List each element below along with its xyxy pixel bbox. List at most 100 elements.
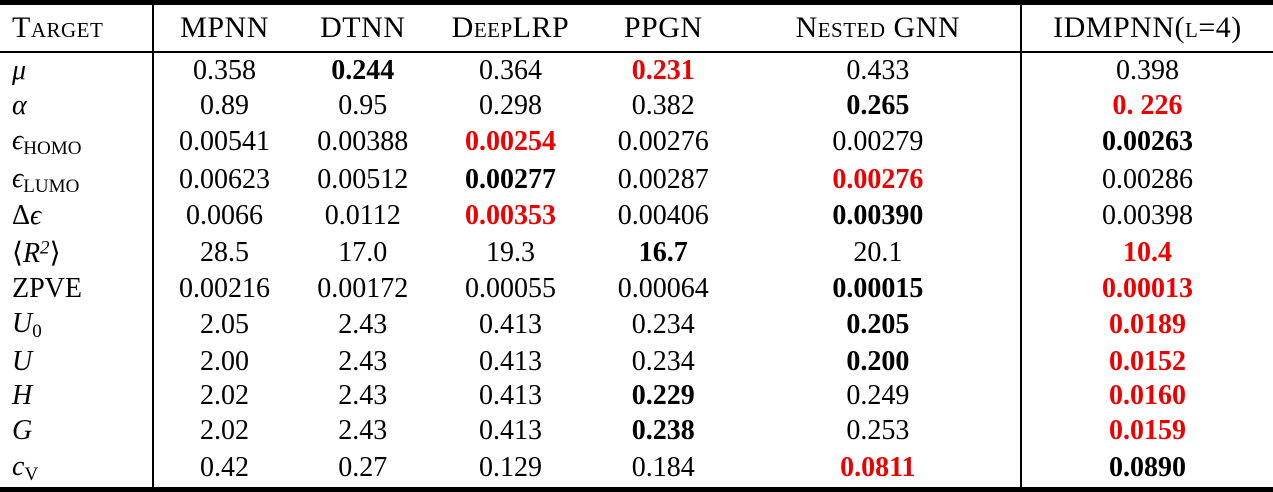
col-header-deeplrp: DeepLRP [430, 5, 591, 53]
col-header-target: Target [0, 5, 153, 53]
col-header-ppgn: PPGN [590, 5, 736, 53]
target-prefix: ⟨ [12, 237, 23, 269]
value-cell: 2.02 [151, 379, 296, 414]
target-label: U0 [0, 306, 153, 344]
value-cell: 0.413 [478, 345, 542, 377]
value-cell: 0.0066 [151, 198, 296, 234]
value-cell: 0.0152 [1019, 344, 1273, 379]
value-cell: 17.0 [338, 236, 388, 268]
target-label: ϵHOMO [0, 123, 153, 161]
value-cell: 0.00541 [151, 123, 296, 161]
table-row: U 2.00 2.43 0.413 0.234 0.200 0.0152 [0, 344, 1273, 379]
value-cell: 0.00390 [832, 200, 924, 232]
value-cell: 0.00512 [317, 163, 409, 195]
value-cell: 19.3 [485, 236, 535, 268]
col-header-dtnn: DTNN [295, 5, 431, 53]
header-row: Target MPNN DTNN DeepLRP PPGN Nested GNN… [0, 5, 1273, 53]
value-cell: 0.0811 [840, 451, 916, 483]
value-cell: 0.0189 [1019, 306, 1273, 345]
value-cell: 0.00286 [1019, 161, 1273, 199]
value-cell: 0.95 [338, 89, 388, 121]
value-cell: 2.43 [338, 345, 388, 377]
value-cell: 0.00388 [317, 126, 409, 158]
value-cell: 0.00064 [617, 272, 709, 304]
target-label: α [0, 88, 153, 123]
table-row: ϵLUMO 0.00623 0.00512 0.00277 0.00287 0.00276… [0, 161, 1273, 199]
target-symbol: ϵ [30, 200, 42, 232]
col-header-nested-gnn: Nested GNN [735, 5, 1021, 53]
value-cell: 0.42 [151, 448, 296, 487]
table-row: G 2.02 2.43 0.413 0.238 0.253 0.0159 [0, 413, 1273, 449]
value-cell: 0.00172 [317, 272, 409, 304]
target-subscript: 0 [32, 320, 42, 342]
target-label: ZPVE [0, 271, 153, 306]
value-cell: 0.00353 [464, 200, 556, 232]
value-cell: 0.00015 [832, 272, 924, 304]
value-cell: 0.184 [631, 451, 695, 483]
value-cell: 0.200 [846, 345, 910, 377]
value-cell: 16.7 [638, 236, 688, 268]
table-row: ϵHOMO 0.00541 0.00388 0.00254 0.00276 0.00279… [0, 123, 1273, 161]
value-cell: 0.00216 [151, 271, 296, 307]
value-cell: 0.358 [151, 52, 296, 89]
table-row: ZPVE 0.00216 0.00172 0.00055 0.00064 0.00015 0… [0, 271, 1273, 307]
value-cell: 2.02 [151, 413, 296, 449]
value-cell: 0.00623 [151, 161, 296, 199]
value-cell: 0.00279 [832, 126, 924, 158]
table-row: H 2.02 2.43 0.413 0.229 0.249 0.0160 [0, 379, 1273, 414]
value-cell: 0.0112 [324, 200, 401, 232]
target-label: U [0, 344, 153, 379]
table-body: μ 0.358 0.244 0.364 0.231 0.433 0.398 α 0.89 0.95… [0, 52, 1273, 487]
table-row: cV 0.42 0.27 0.129 0.184 0.0811 0.0890 [0, 448, 1273, 487]
value-cell: 0.364 [478, 54, 542, 86]
results-table: Target MPNN DTNN DeepLRP PPGN Nested GNN… [0, 5, 1273, 487]
value-cell: 2.43 [338, 415, 388, 447]
target-symbol: ZPVE [12, 272, 82, 304]
value-cell: 0.89 [151, 88, 296, 124]
value-cell: 0.00055 [464, 272, 556, 304]
target-label: ⟨R2⟩ [0, 234, 153, 271]
value-cell: 0.231 [631, 54, 695, 86]
value-cell: 0.413 [478, 309, 542, 341]
target-symbol: ϵ [12, 124, 24, 156]
value-cell: 0.413 [478, 380, 542, 412]
target-symbol: H [12, 380, 33, 412]
target-label: Δϵ [0, 199, 153, 234]
value-cell: 0. 226 [1019, 88, 1273, 124]
target-symbol: μ [12, 54, 27, 86]
value-cell: 20.1 [853, 236, 903, 268]
table-row: ⟨R2⟩ 28.5 17.0 19.3 16.7 20.1 10.4 [0, 233, 1273, 272]
value-cell: 0.229 [631, 380, 695, 412]
value-cell: 0.00287 [617, 163, 709, 195]
value-cell: 0.298 [478, 89, 542, 121]
target-subscript: LUMO [23, 175, 80, 197]
value-cell: 0.398 [1019, 52, 1273, 89]
target-symbol: α [12, 89, 27, 121]
value-cell: 0.00013 [1019, 271, 1273, 307]
table-row: Δϵ 0.0066 0.0112 0.00353 0.00406 0.00390 0.003… [0, 198, 1273, 234]
target-symbol: R [22, 237, 41, 269]
value-cell: 0.00263 [1019, 123, 1273, 161]
target-subscript: HOMO [23, 137, 82, 159]
target-label: μ [0, 52, 153, 88]
target-symbol: U [12, 307, 33, 339]
value-cell: 2.43 [338, 380, 388, 412]
target-prefix: Δ [12, 200, 31, 232]
target-label: ϵLUMO [0, 161, 153, 199]
value-cell: 0.27 [338, 451, 388, 483]
target-symbol: U [12, 345, 33, 377]
table-row: U0 2.05 2.43 0.413 0.234 0.205 0.0189 [0, 306, 1273, 345]
value-cell: 0.234 [631, 345, 695, 377]
table-row: α 0.89 0.95 0.298 0.382 0.265 0. 226 [0, 88, 1273, 124]
target-label: G [0, 414, 153, 449]
target-symbol: ϵ [12, 162, 24, 194]
target-label: H [0, 379, 153, 414]
target-symbol: c [12, 450, 25, 482]
value-cell: 0.433 [846, 54, 910, 86]
value-cell: 0.234 [631, 309, 695, 341]
target-label: cV [0, 449, 153, 487]
value-cell: 0.00277 [464, 163, 556, 195]
value-cell: 0.382 [631, 89, 695, 121]
value-cell: 28.5 [151, 233, 296, 272]
